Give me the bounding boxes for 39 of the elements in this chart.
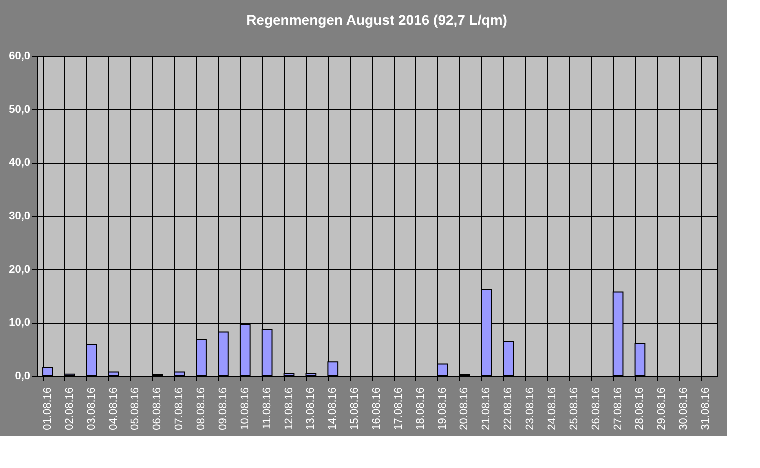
x-tick-label: 02.08.16: [64, 388, 76, 430]
x-tick-label: 09.08.16: [217, 388, 230, 430]
x-tick-label: 05.08.16: [130, 388, 142, 430]
x-tick-label: 10.08.16: [239, 388, 252, 430]
x-tick-label: 04.08.16: [108, 388, 120, 430]
x-tick-label: 22.08.16: [502, 388, 515, 430]
x-tick-label: 07.08.16: [174, 388, 186, 430]
x-tick-label: 25.08.16: [568, 388, 580, 430]
x-tick-label: 14.08.16: [327, 388, 340, 430]
x-tick-label: 06.08.16: [152, 388, 164, 430]
x-tick-label: 12.08.16: [283, 388, 296, 430]
x-tick-label: 11.08.16: [261, 388, 274, 430]
x-tick-label: 28.08.16: [634, 388, 646, 430]
x-tick-label: 13.08.16: [305, 388, 318, 430]
y-tick-label: 40,0: [9, 157, 30, 170]
y-tick-label: 50,0: [9, 104, 30, 116]
x-tick-label: 20.08.16: [458, 388, 471, 430]
x-tick-label: 17.08.16: [392, 388, 405, 430]
x-tick-label: 18.08.16: [414, 388, 427, 430]
x-tick-label: 26.08.16: [590, 388, 602, 430]
x-tick-label: 29.08.16: [656, 388, 668, 430]
x-tick-label: 08.08.16: [196, 388, 208, 430]
chart-title: Regenmengen August 2016 (92,7 L/qm): [246, 12, 508, 28]
x-tick-label: 15.08.16: [349, 388, 362, 430]
y-tick-label: 30,0: [9, 210, 30, 222]
y-tick-label: 0,0: [15, 370, 30, 382]
x-tick-label: 23.08.16: [524, 388, 537, 430]
x-tick-label: 19.08.16: [436, 388, 449, 430]
x-tick-label: 16.08.16: [371, 388, 383, 430]
y-tick-label: 10,0: [9, 317, 30, 330]
x-tick-label: 24.08.16: [546, 388, 558, 430]
x-tick-label: 30.08.16: [678, 388, 690, 430]
x-tick-label: 03.08.16: [86, 388, 98, 430]
x-tick-label: 31.08.16: [700, 388, 712, 430]
x-tick-label: 01.08.16: [42, 388, 54, 430]
y-tick-label: 60,0: [9, 50, 30, 62]
x-tick-label: 21.08.16: [480, 388, 493, 430]
y-tick-label: 20,0: [9, 264, 30, 276]
x-tick-label: 27.08.16: [612, 388, 624, 430]
